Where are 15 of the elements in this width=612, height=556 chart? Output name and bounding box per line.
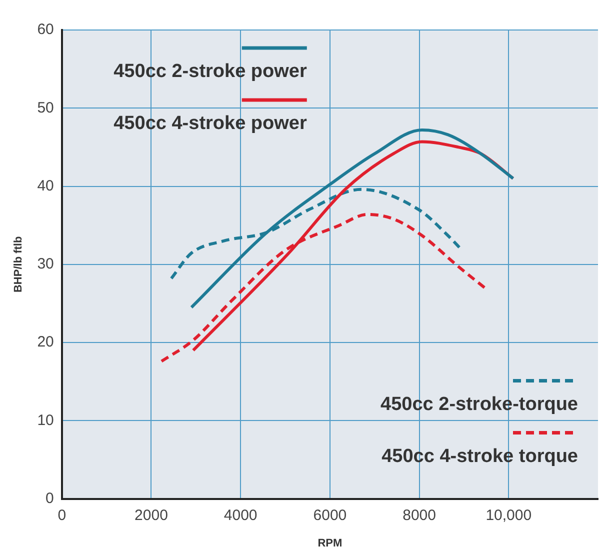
x-tick-label: 2000 [134, 506, 168, 524]
x-axis-title: RPM [318, 537, 342, 550]
y-tick-label: 0 [46, 490, 54, 507]
x-tick-label: 4000 [224, 506, 258, 524]
x-tick-label: 0 [58, 506, 66, 524]
y-tick-label: 10 [37, 412, 54, 429]
x-tick-label: 10,000 [486, 506, 532, 524]
y-tick-label: 30 [37, 256, 54, 273]
y-tick-label: 20 [37, 334, 54, 351]
x-tick-label: 6000 [313, 506, 347, 524]
y-tick-label: 50 [37, 99, 54, 116]
y-axis-title: BHP/lb ftlb [12, 236, 25, 293]
y-tick-label: 40 [37, 177, 54, 194]
x-tick-label: 8000 [402, 506, 436, 524]
y-tick-label: 60 [37, 21, 54, 38]
